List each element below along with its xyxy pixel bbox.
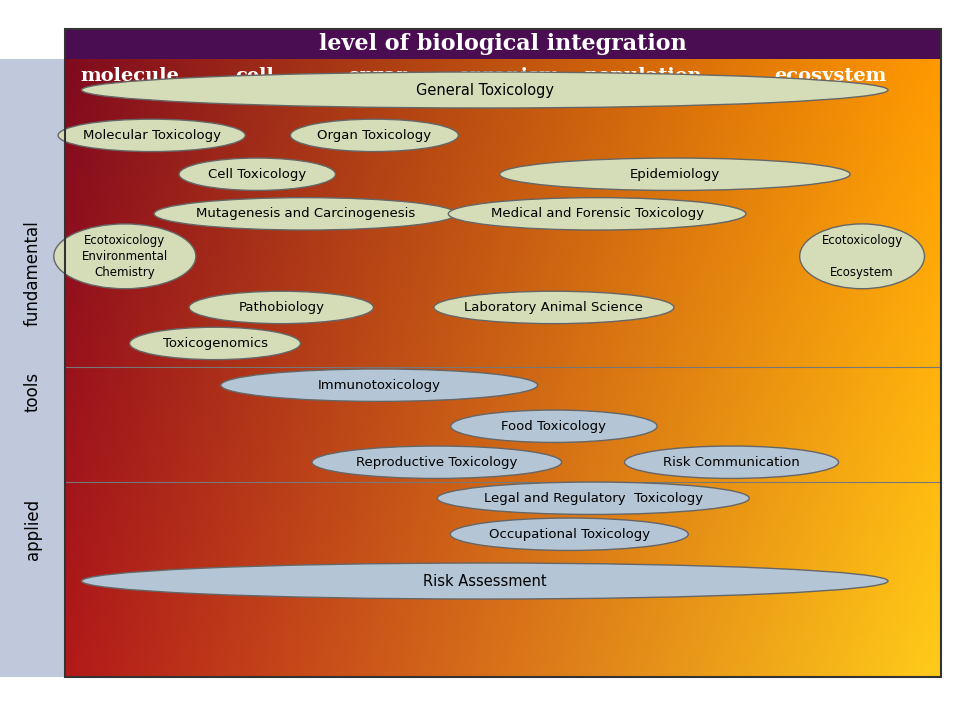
Text: fundamental: fundamental — [24, 221, 41, 326]
Ellipse shape — [451, 410, 657, 442]
Text: Risk Assessment: Risk Assessment — [423, 574, 546, 588]
Text: organ: organ — [348, 67, 411, 85]
Text: tools: tools — [24, 372, 41, 413]
Text: General Toxicology: General Toxicology — [416, 83, 554, 97]
Text: organism: organism — [457, 67, 561, 85]
FancyBboxPatch shape — [0, 59, 65, 677]
Text: Organ Toxicology: Organ Toxicology — [318, 129, 431, 142]
Text: Legal and Regulatory  Toxicology: Legal and Regulatory Toxicology — [484, 492, 703, 505]
Text: Laboratory Animal Science: Laboratory Animal Science — [465, 301, 643, 314]
Text: Ecotoxicology
Environmental
Chemistry: Ecotoxicology Environmental Chemistry — [82, 234, 168, 279]
Text: Occupational Toxicology: Occupational Toxicology — [489, 528, 650, 541]
Text: level of biological integration: level of biological integration — [319, 33, 687, 55]
Text: molecule: molecule — [81, 67, 179, 85]
Text: applied: applied — [24, 499, 41, 559]
Text: Molecular Toxicology: Molecular Toxicology — [83, 129, 221, 142]
Ellipse shape — [312, 446, 562, 478]
Ellipse shape — [180, 158, 336, 191]
Ellipse shape — [450, 518, 688, 550]
Text: cell: cell — [235, 67, 274, 85]
Ellipse shape — [54, 224, 196, 289]
Text: Medical and Forensic Toxicology: Medical and Forensic Toxicology — [491, 207, 704, 220]
Ellipse shape — [130, 327, 300, 359]
Ellipse shape — [82, 72, 888, 108]
Text: Cell Toxicology: Cell Toxicology — [208, 168, 306, 181]
Ellipse shape — [58, 119, 246, 152]
Text: Toxicogenomics: Toxicogenomics — [162, 337, 268, 350]
Ellipse shape — [189, 292, 373, 324]
Ellipse shape — [499, 158, 851, 191]
Ellipse shape — [291, 119, 459, 152]
Text: Epidemiology: Epidemiology — [630, 168, 720, 181]
Text: Ecotoxicology

Ecosystem: Ecotoxicology Ecosystem — [822, 234, 902, 279]
Text: Risk Communication: Risk Communication — [663, 456, 800, 469]
Text: Immunotoxicology: Immunotoxicology — [318, 379, 441, 392]
Text: Food Toxicology: Food Toxicology — [501, 420, 607, 433]
Text: Mutagenesis and Carcinogenesis: Mutagenesis and Carcinogenesis — [196, 207, 415, 220]
Text: ecosystem: ecosystem — [774, 67, 887, 85]
Ellipse shape — [448, 197, 746, 230]
Text: population: population — [585, 67, 702, 85]
Ellipse shape — [624, 446, 839, 478]
Text: Pathobiology: Pathobiology — [238, 301, 324, 314]
FancyBboxPatch shape — [65, 29, 941, 59]
Text: Reproductive Toxicology: Reproductive Toxicology — [356, 456, 517, 469]
Ellipse shape — [437, 482, 749, 514]
Ellipse shape — [800, 224, 924, 289]
Ellipse shape — [221, 369, 538, 401]
Ellipse shape — [82, 563, 888, 599]
Ellipse shape — [155, 197, 457, 230]
Ellipse shape — [434, 292, 674, 324]
